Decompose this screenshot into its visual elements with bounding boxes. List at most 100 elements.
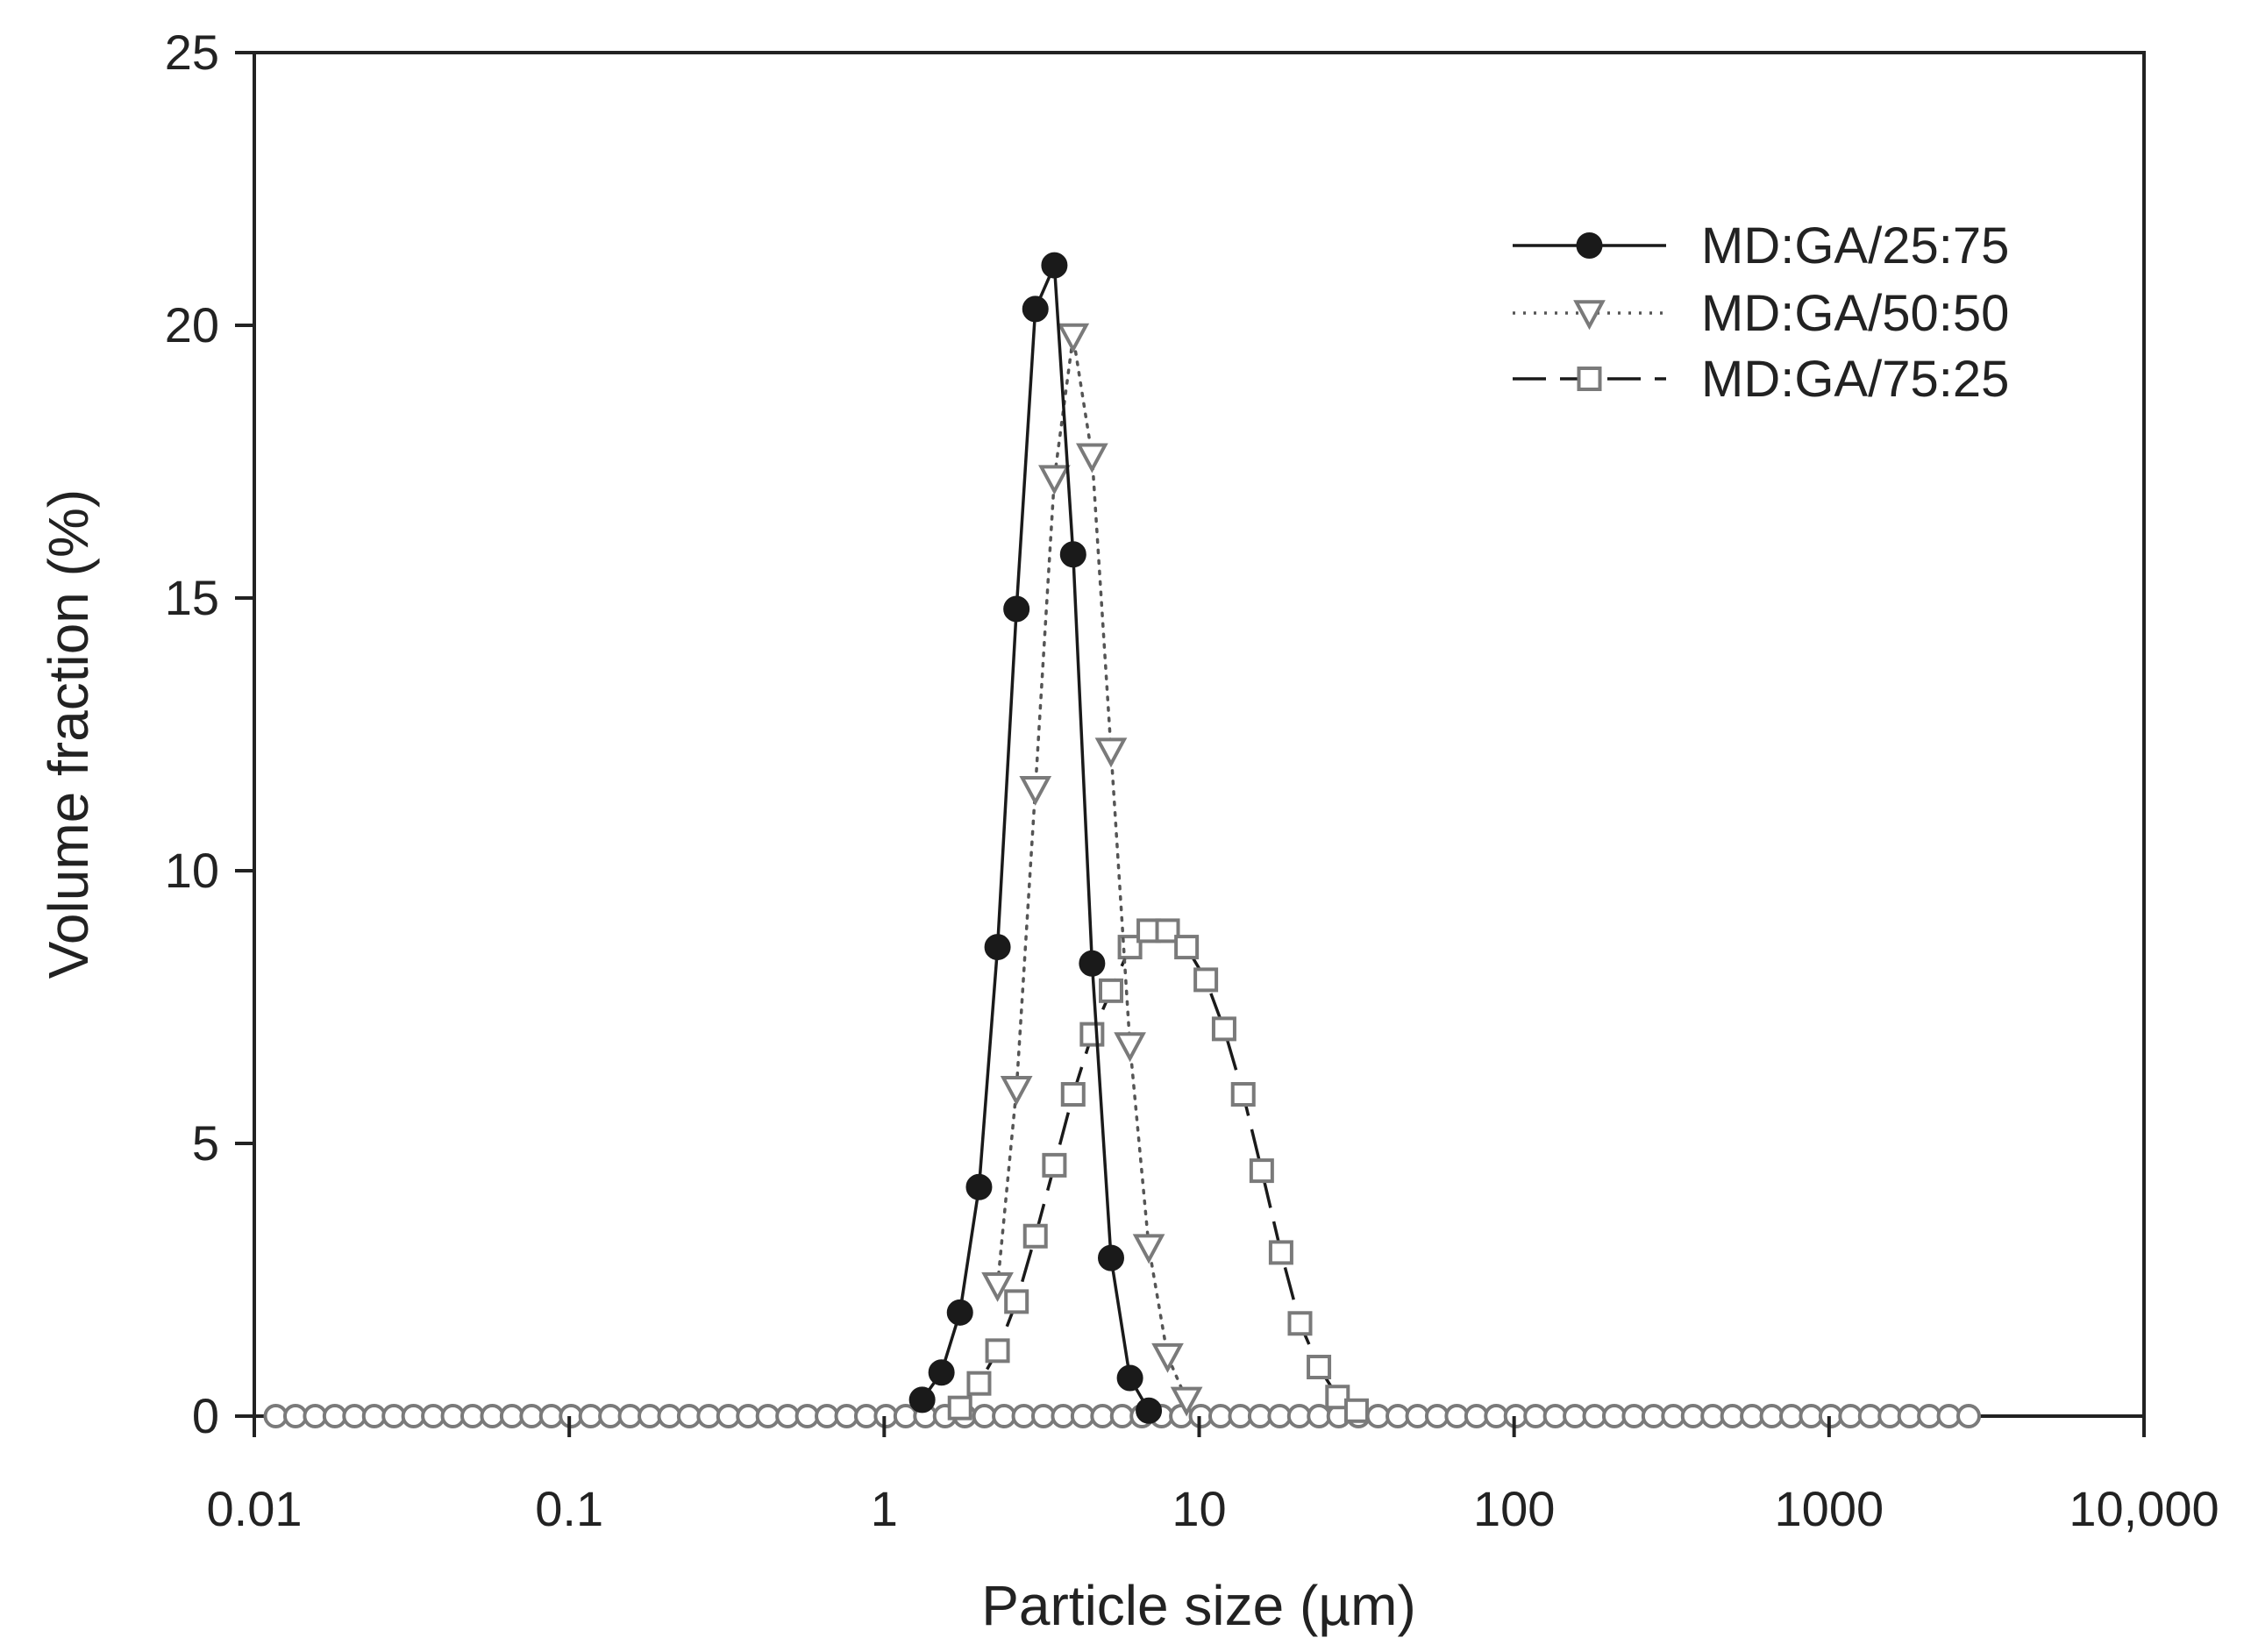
y-axis: 0 5 10 15 20 25 <box>165 25 254 1443</box>
data-point <box>1075 443 1108 474</box>
data-series <box>908 252 1369 1424</box>
baseline-marker <box>1641 1404 1666 1428</box>
baseline-marker <box>538 1404 564 1428</box>
data-point <box>1000 1076 1033 1107</box>
baseline-marker <box>1286 1404 1312 1428</box>
data-point <box>1038 465 1071 495</box>
baseline-marker <box>1700 1404 1726 1428</box>
data-point <box>1268 1240 1293 1265</box>
baseline-marker <box>480 1404 505 1428</box>
data-point <box>1114 1032 1146 1063</box>
legend-label: MD:GA/75:25 <box>1701 351 2009 408</box>
x-tick-label: 0.1 <box>535 1481 603 1536</box>
baseline-marker <box>755 1404 780 1428</box>
baseline-marker <box>361 1404 387 1428</box>
baseline-marker <box>1917 1404 1942 1428</box>
baseline-marker <box>1877 1404 1903 1428</box>
baseline-marker <box>853 1404 879 1428</box>
baseline-marker <box>401 1404 426 1428</box>
data-point <box>984 934 1011 961</box>
baseline-marker <box>381 1404 407 1428</box>
baseline-marker <box>657 1404 682 1428</box>
baseline-marker <box>1424 1404 1450 1428</box>
legend-label: MD:GA/50:50 <box>1701 285 2009 342</box>
x-axis-label: Particle size (µm) <box>981 1574 1416 1637</box>
baseline-marker <box>1011 1404 1036 1428</box>
baseline-marker <box>794 1404 820 1428</box>
x-tick-label: 10 <box>1172 1481 1226 1536</box>
data-point <box>1249 1158 1274 1184</box>
data-point <box>1307 1355 1332 1380</box>
y-axis-label: Volume fraction (%) <box>37 489 100 979</box>
baseline-marker <box>1051 1404 1076 1428</box>
data-point <box>1211 1016 1236 1042</box>
baseline-marker <box>1188 1404 1214 1428</box>
data-point <box>1151 1342 1184 1373</box>
x-tick-label: 10,000 <box>2069 1481 2219 1536</box>
data-point <box>1019 775 1052 806</box>
baseline-marker <box>421 1404 446 1428</box>
baseline-marker <box>1405 1404 1430 1428</box>
baseline-marker <box>1523 1404 1549 1428</box>
baseline-marker <box>1484 1404 1509 1428</box>
data-point <box>1042 1152 1067 1178</box>
data-point <box>1193 967 1219 993</box>
baseline-marker <box>1090 1404 1115 1428</box>
baseline-marker <box>1897 1404 1922 1428</box>
legend-marker <box>1576 232 1603 259</box>
baseline-marker <box>1582 1404 1607 1428</box>
baseline-marker <box>617 1404 643 1428</box>
baseline-marker <box>1838 1404 1863 1428</box>
baseline-marker <box>1799 1404 1824 1428</box>
baseline-marker <box>1563 1404 1588 1428</box>
baseline-marker <box>519 1404 545 1428</box>
baseline-marker <box>440 1404 466 1428</box>
baseline-marker <box>972 1404 997 1428</box>
baseline-marker <box>1109 1404 1135 1428</box>
baseline-marker <box>676 1404 702 1428</box>
series-1 <box>908 252 1163 1424</box>
y-tick-label: 10 <box>165 843 219 898</box>
data-point <box>1132 1234 1165 1264</box>
baseline-marker <box>1542 1404 1568 1428</box>
data-point <box>1003 595 1030 623</box>
baseline-marker <box>873 1404 899 1428</box>
data-point <box>1022 296 1049 323</box>
baseline-marker <box>1207 1404 1233 1428</box>
baseline-marker <box>716 1404 741 1428</box>
baseline-marker <box>1956 1404 1982 1428</box>
data-point <box>946 1299 973 1326</box>
data-point <box>1022 1223 1048 1249</box>
baseline-marker <box>282 1404 308 1428</box>
legend-marker <box>1573 300 1606 331</box>
series-line <box>958 929 1358 1413</box>
data-point <box>1004 1289 1029 1314</box>
baseline-marker <box>1601 1404 1627 1428</box>
legend-marker <box>1577 367 1602 391</box>
data-point <box>1060 1082 1086 1107</box>
baseline-marker <box>736 1404 761 1428</box>
baseline-marker <box>1365 1404 1391 1428</box>
data-point <box>1230 1082 1256 1107</box>
data-point <box>1325 1385 1350 1410</box>
data-point <box>1094 737 1128 768</box>
data-point <box>1098 978 1123 1003</box>
data-point <box>966 1371 992 1396</box>
baseline-marker <box>499 1404 524 1428</box>
baseline-marker <box>1386 1404 1411 1428</box>
baseline-marker <box>598 1404 623 1428</box>
baseline-marker <box>1661 1404 1686 1428</box>
series-3 <box>947 918 1369 1423</box>
baseline-marker <box>1720 1404 1745 1428</box>
baseline-marker <box>1030 1404 1056 1428</box>
baseline-marker <box>696 1404 722 1428</box>
data-point <box>1059 541 1086 568</box>
baseline-marker <box>1778 1404 1804 1428</box>
legend-item-3: MD:GA/75:25 <box>1513 351 2009 408</box>
y-tick-label: 20 <box>165 297 219 352</box>
data-point <box>1041 252 1068 279</box>
baseline-marker <box>1936 1404 1962 1428</box>
y-tick-label: 15 <box>165 570 219 625</box>
baseline-marker <box>1464 1404 1489 1428</box>
